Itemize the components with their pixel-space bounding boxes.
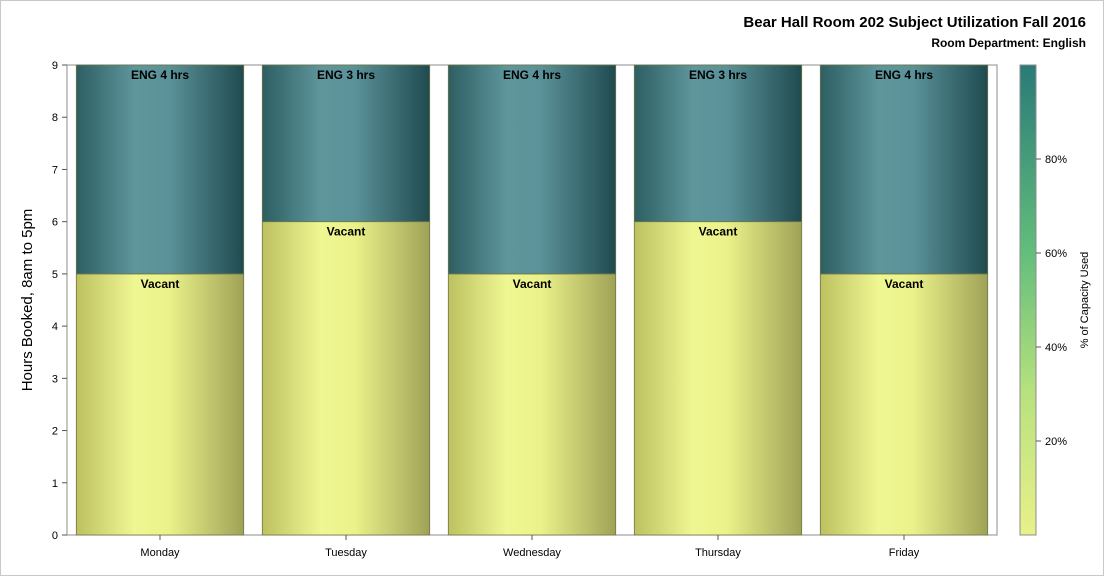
bar-vacant-friday [819,273,989,536]
bar-vacant-tuesday [261,221,431,536]
bar-data-label: ENG 3 hrs [317,68,375,82]
y-tick-label: 7 [52,164,58,176]
x-tick-label: Wednesday [503,547,561,559]
y-tick-label: 4 [52,321,58,333]
chart-title: Bear Hall Room 202 Subject Utilization F… [743,14,1086,31]
y-tick-label: 0 [52,530,58,542]
bar-eng-monday [75,64,245,275]
colorbar-title: % of Capacity Used [1079,252,1091,349]
x-tick-label: Tuesday [325,547,367,559]
bar-data-label: Vacant [327,225,366,239]
bar-data-label: ENG 3 hrs [689,68,747,82]
colorbar-tick-label: 60% [1045,248,1067,260]
bar-data-label: Vacant [141,277,180,291]
bar-data-label: Vacant [885,277,924,291]
bar-eng-tuesday [261,64,431,223]
colorbar-tick-label: 40% [1045,342,1067,354]
y-tick-label: 6 [52,217,58,229]
y-tick-label: 3 [52,373,58,385]
bar-data-label: ENG 4 hrs [503,68,561,82]
bar-eng-thursday [633,64,803,223]
x-tick-label: Friday [889,547,920,559]
y-axis-title: Hours Booked, 8am to 5pm [19,209,36,392]
bar-data-label: ENG 4 hrs [875,68,933,82]
y-tick-label: 8 [52,112,58,124]
bar-data-label: Vacant [513,277,552,291]
y-tick-label: 2 [52,426,58,438]
bar-data-label: Vacant [699,225,738,239]
bar-vacant-thursday [633,221,803,536]
bar-eng-wednesday [447,64,617,275]
bar-eng-friday [819,64,989,275]
x-tick-label: Thursday [695,547,741,559]
y-tick-label: 1 [52,478,58,490]
y-tick-label: 9 [52,60,58,72]
colorbar-tick-label: 20% [1045,436,1067,448]
chart-subtitle: Room Department: English [931,36,1086,50]
bar-vacant-monday [75,273,245,536]
colorbar [1019,64,1037,536]
bar-vacant-wednesday [447,273,617,536]
y-tick-label: 5 [52,269,58,281]
x-tick-label: Monday [140,547,180,559]
bar-data-label: ENG 4 hrs [131,68,189,82]
colorbar-tick-label: 80% [1045,154,1067,166]
